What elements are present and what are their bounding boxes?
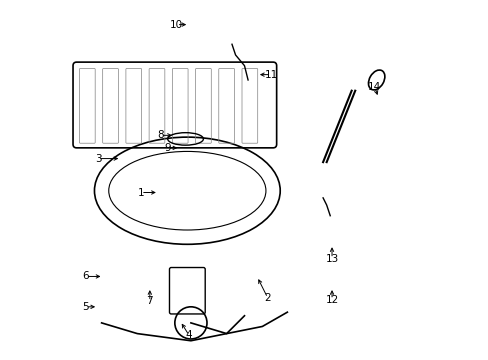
- Text: 10: 10: [170, 19, 183, 30]
- Text: 2: 2: [264, 293, 270, 303]
- Text: 6: 6: [82, 271, 89, 282]
- Text: 5: 5: [82, 302, 89, 312]
- Text: 1: 1: [137, 188, 144, 198]
- Text: 9: 9: [164, 143, 171, 153]
- Text: 4: 4: [185, 330, 192, 341]
- Text: 8: 8: [157, 130, 163, 140]
- Text: 13: 13: [325, 253, 338, 264]
- Text: 7: 7: [146, 296, 153, 306]
- Text: 3: 3: [95, 154, 101, 163]
- Text: 14: 14: [367, 82, 381, 92]
- Text: 12: 12: [325, 295, 338, 305]
- Text: 11: 11: [264, 69, 277, 80]
